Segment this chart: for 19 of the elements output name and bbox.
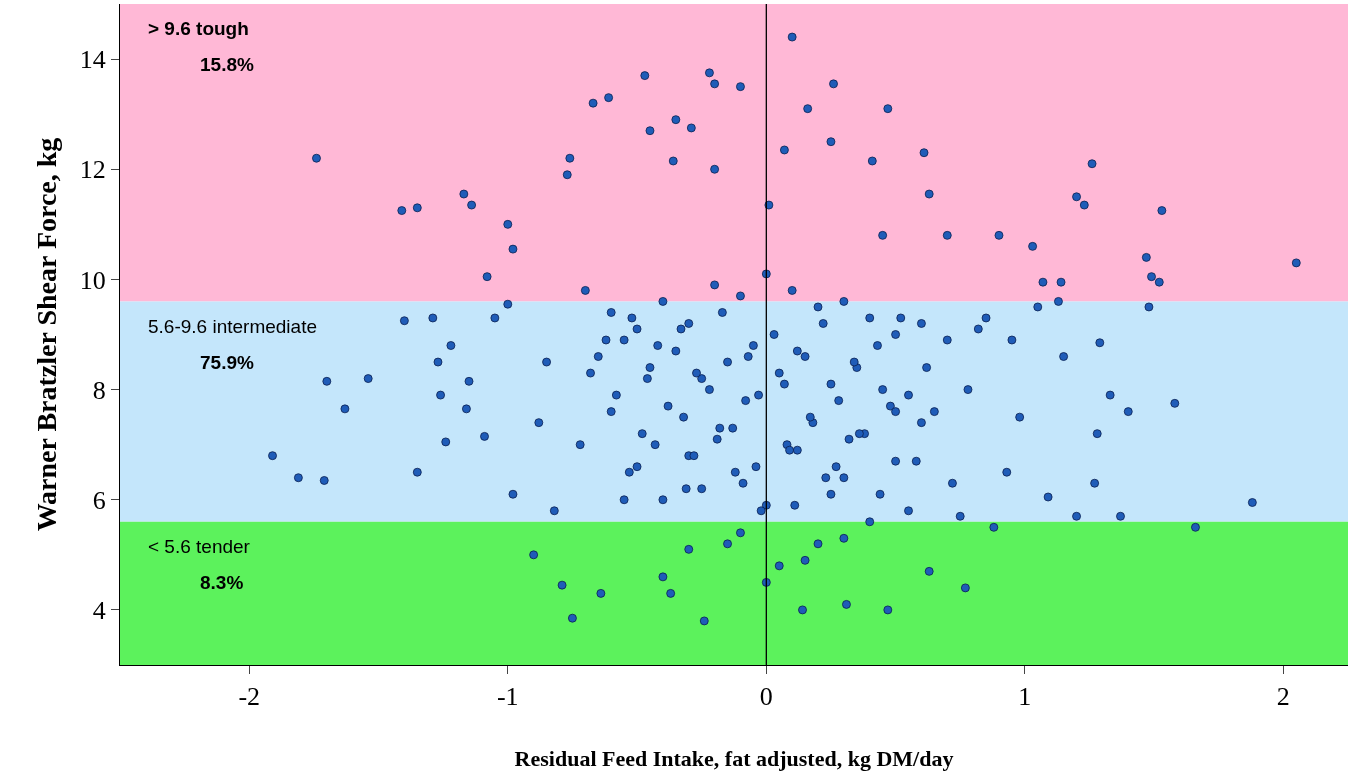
y-tick-label: 8: [92, 375, 106, 405]
annotation: 15.8%: [200, 54, 254, 75]
x-tick-label: -2: [238, 682, 261, 712]
y-axis-title: Warner Bratzler Shear Force, kg: [31, 137, 63, 532]
annotation: 8.3%: [200, 572, 244, 593]
x-tick-label: 2: [1276, 682, 1290, 712]
y-tick-label: 14: [79, 45, 106, 75]
band-label: < 5.6 tender: [148, 536, 251, 557]
band-label: > 9.6 tough: [148, 18, 249, 39]
x-tick-label: 1: [1018, 682, 1032, 712]
x-axis-title: Residual Feed Intake, fat adjusted, kg DM/day: [514, 746, 954, 772]
annotation: 75.9%: [200, 352, 254, 373]
y-tick-label: 10: [79, 265, 106, 295]
x-tick-label: -1: [496, 682, 519, 712]
y-tick-label: 6: [92, 485, 106, 515]
y-tick-label: 12: [79, 155, 106, 185]
x-tick-label: 0: [759, 682, 773, 712]
y-tick-label: 4: [92, 596, 106, 626]
band-label: 5.6-9.6 intermediate: [148, 316, 317, 337]
